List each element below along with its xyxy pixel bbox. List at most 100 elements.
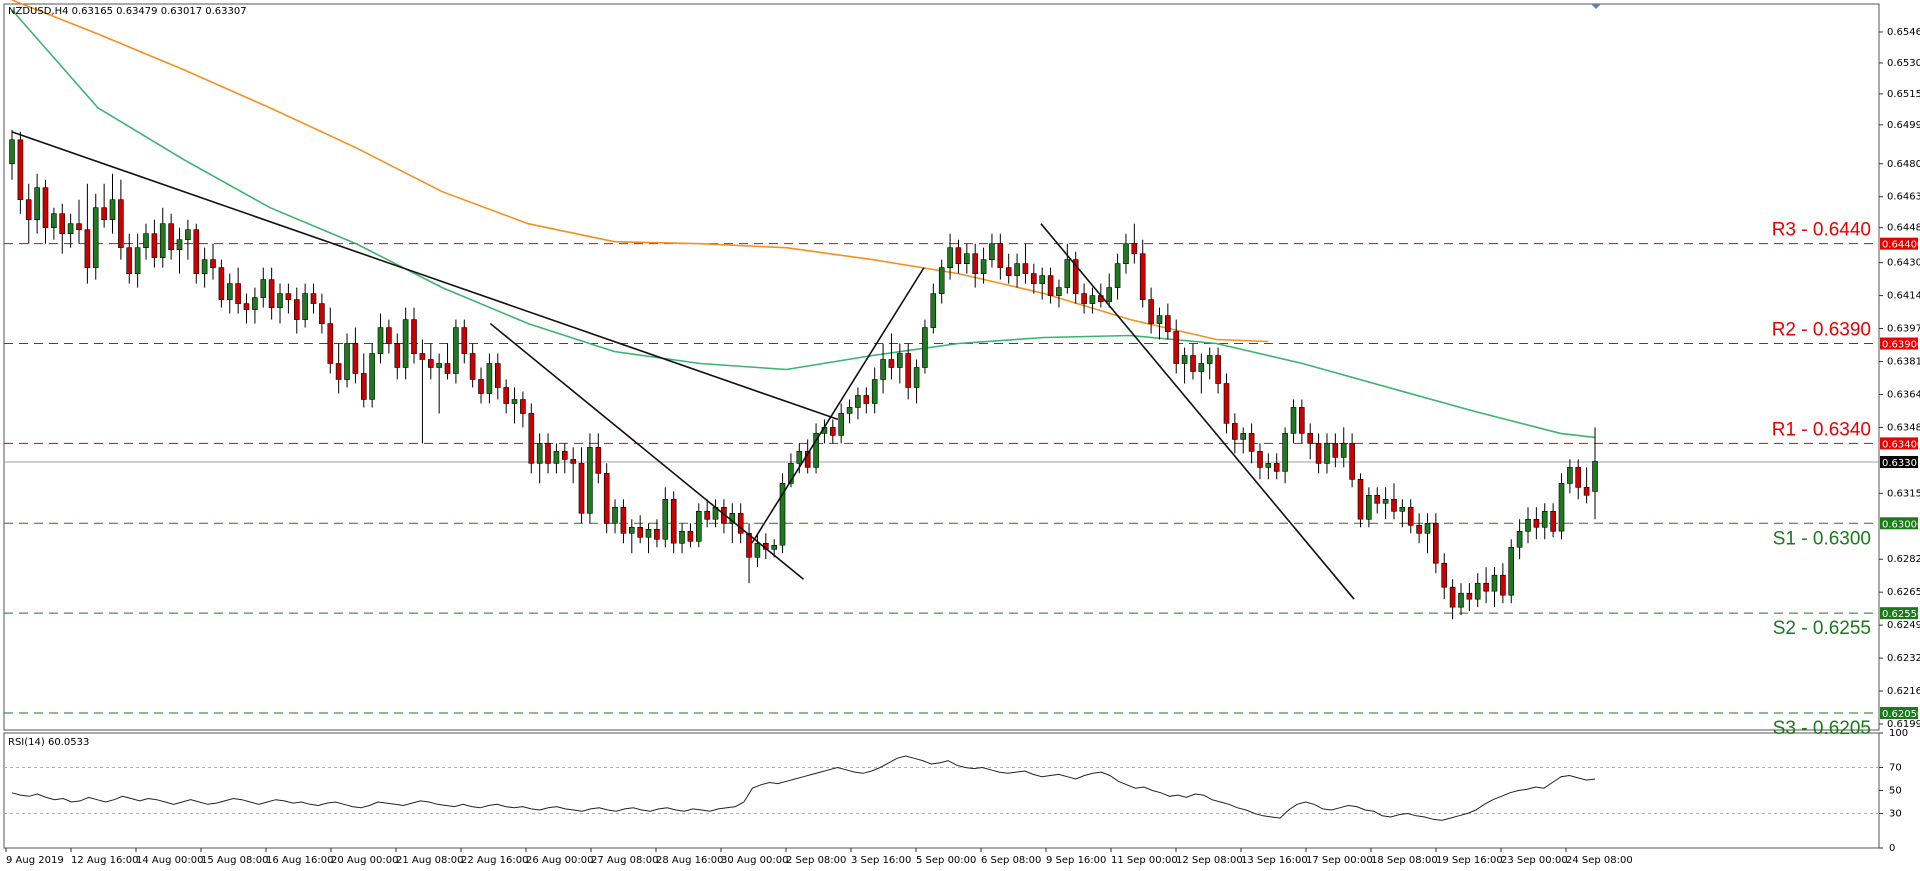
candle-body xyxy=(1558,482,1565,532)
candle-body xyxy=(1399,506,1406,512)
candle-body xyxy=(1332,443,1339,458)
candle-body xyxy=(804,451,811,468)
candle-body xyxy=(1441,562,1447,588)
candle-body xyxy=(980,259,987,274)
candle-body xyxy=(461,327,468,354)
candle-body xyxy=(578,463,585,514)
candle xyxy=(1550,503,1556,538)
candle-body xyxy=(1265,463,1272,468)
candle-body xyxy=(419,353,426,360)
candle xyxy=(1273,453,1280,480)
candle-body xyxy=(1374,494,1380,504)
candle xyxy=(402,307,409,380)
candle-body xyxy=(101,207,107,220)
candle xyxy=(1232,413,1238,454)
candle xyxy=(687,523,694,548)
candle xyxy=(185,219,191,260)
candle xyxy=(84,183,91,284)
candle-body xyxy=(1248,433,1255,452)
candle-body xyxy=(628,526,635,534)
candle xyxy=(1416,513,1422,544)
candle xyxy=(963,243,970,274)
candle xyxy=(352,327,359,384)
candle xyxy=(1173,319,1179,374)
candle xyxy=(1081,283,1087,314)
level-price-tag xyxy=(1880,437,1918,450)
candle-body xyxy=(469,353,476,380)
x-tick-label: 18 Sep 08:00 xyxy=(1371,855,1438,866)
candle-body xyxy=(67,223,74,234)
candle-body xyxy=(1139,253,1146,300)
candle xyxy=(662,487,669,548)
trendline xyxy=(11,131,839,421)
candle-body xyxy=(76,223,82,230)
candle xyxy=(327,307,334,374)
candle-body xyxy=(1290,407,1297,434)
candle xyxy=(1148,287,1154,334)
candle-body xyxy=(796,451,803,464)
candle xyxy=(1491,567,1498,608)
candle-body xyxy=(1257,451,1263,468)
x-tick-label: 17 Sep 00:00 xyxy=(1306,855,1373,866)
candle xyxy=(201,247,208,288)
y-tick-label: 0.63975 xyxy=(1887,324,1920,335)
candle-body xyxy=(637,526,644,538)
candle-body xyxy=(1123,243,1129,264)
candle-body xyxy=(1382,498,1389,504)
candle xyxy=(888,333,895,380)
x-tick-label: 30 Aug 00:00 xyxy=(721,855,788,866)
candle xyxy=(1282,427,1288,484)
candle xyxy=(1265,453,1272,480)
candle xyxy=(34,173,40,234)
candle-body xyxy=(243,303,250,310)
candle-body xyxy=(344,343,350,380)
candle-body xyxy=(352,343,359,374)
y-tick-label: 0.64995 xyxy=(1887,120,1920,131)
level-price-tag-text: 0.63000 xyxy=(1882,519,1920,530)
candle-body xyxy=(1307,433,1313,444)
candle xyxy=(620,499,627,544)
candle xyxy=(143,223,149,260)
candle xyxy=(1089,287,1096,314)
candle-body xyxy=(1516,530,1523,548)
candle-body xyxy=(1575,467,1581,488)
level-price-tag-text: 0.63400 xyxy=(1882,439,1920,450)
candle xyxy=(344,333,350,388)
candle-body xyxy=(1583,486,1590,496)
rsi-y-tick-label: 0 xyxy=(1889,843,1895,854)
candle-body xyxy=(444,363,451,374)
candle-body xyxy=(1072,259,1079,294)
y-tick-label: 0.65305 xyxy=(1887,58,1920,69)
candle xyxy=(1290,399,1297,444)
candle xyxy=(746,523,752,584)
candle xyxy=(1215,347,1221,394)
current-price-tag xyxy=(1880,455,1918,468)
level-price-tag xyxy=(1880,607,1918,620)
candle-body xyxy=(201,259,208,274)
candle xyxy=(771,539,778,558)
candle-body xyxy=(386,327,392,344)
candle xyxy=(1474,573,1481,608)
current-price-tag-text: 0.63307 xyxy=(1882,458,1920,469)
candle-body xyxy=(235,283,241,304)
candle-body xyxy=(327,323,334,364)
candle-body xyxy=(17,139,24,201)
candle xyxy=(218,259,225,308)
candle-body xyxy=(227,283,233,300)
candle xyxy=(695,503,702,548)
candle-body xyxy=(545,443,551,464)
candle xyxy=(293,287,300,334)
candle-body xyxy=(1047,275,1054,296)
candle xyxy=(310,283,317,314)
candle-body xyxy=(1324,443,1330,464)
candle-body xyxy=(528,413,535,464)
x-tick-label: 19 Sep 16:00 xyxy=(1436,855,1503,866)
level-label: R1 - 0.6340 xyxy=(1772,419,1871,440)
candle-body xyxy=(536,443,543,464)
